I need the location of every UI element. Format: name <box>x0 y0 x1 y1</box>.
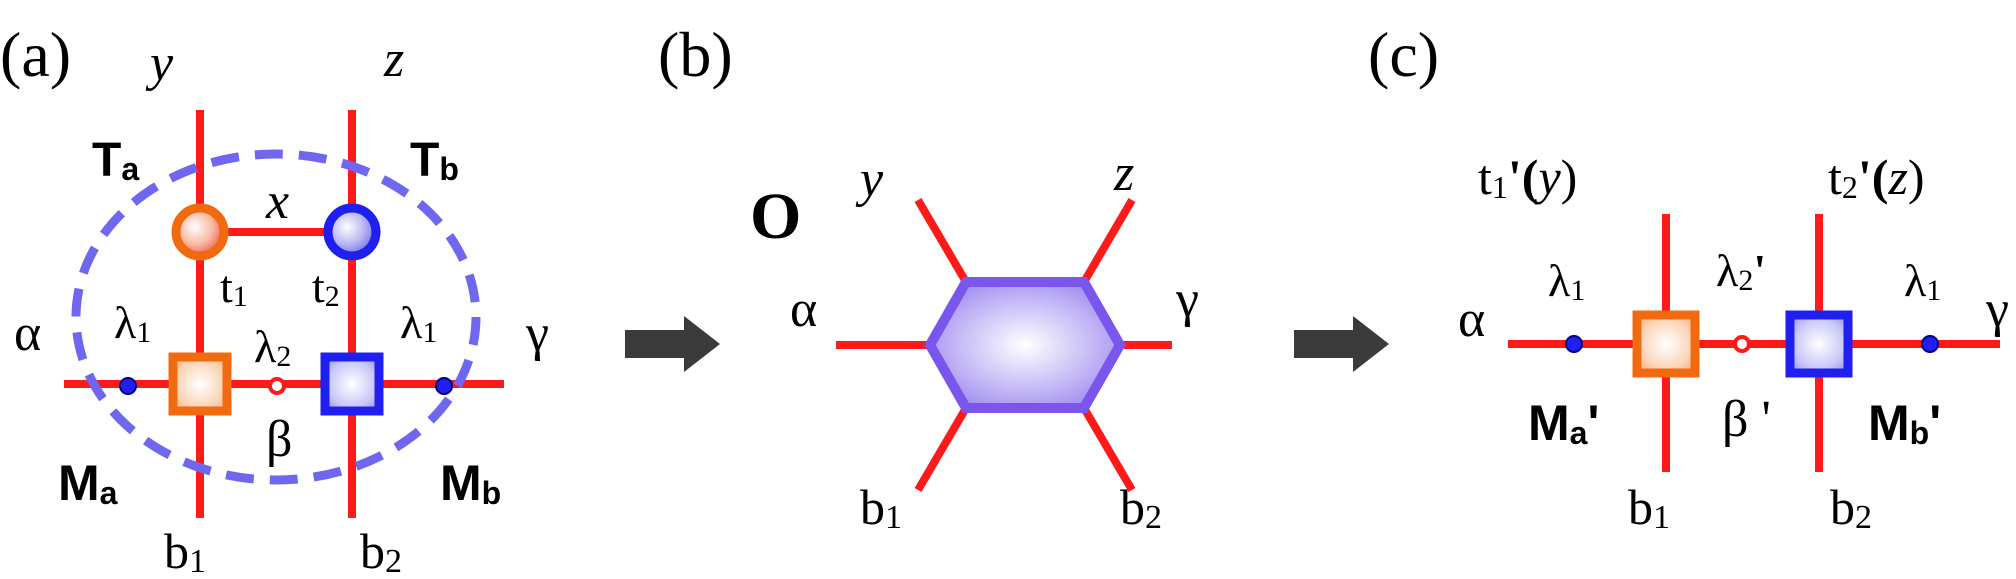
tensor-ta-circle <box>171 203 229 261</box>
label-ta: Ta <box>92 134 139 187</box>
label-lambda1-right: λ1 <box>1904 255 1941 307</box>
tensor-mb-prime-square <box>1785 310 1853 378</box>
lambda2-dot <box>1733 335 1751 353</box>
label-y: y <box>145 35 174 92</box>
label-z: z <box>1113 145 1134 202</box>
label-tb: Tb <box>410 134 459 187</box>
label-lambda1-right: λ1 <box>400 297 437 349</box>
label-lambda2-prime: λ2' <box>1716 245 1766 297</box>
panel-c: (c) t1'(y) t2'(z) α γ λ1 λ2' λ1 β ' <box>1368 19 2009 536</box>
label-t1-prime-y: t1'(y) <box>1478 149 1577 205</box>
label-t1: t1 <box>220 261 248 313</box>
label-mb: Mb <box>440 455 501 511</box>
label-alpha: α <box>790 281 817 338</box>
label-t2-prime-z: t2'(z) <box>1828 149 1925 205</box>
lambda1-right-dot <box>435 377 453 395</box>
leg-b2 <box>1080 405 1136 493</box>
label-b2: b2 <box>1120 479 1162 536</box>
arrow-b-to-c <box>1294 316 1389 372</box>
panel-a-tag: (a) <box>0 19 71 90</box>
tensor-mb-square <box>320 352 384 416</box>
label-z: z <box>383 31 404 88</box>
label-x: x <box>265 173 289 230</box>
tensor-tb-circle <box>323 203 381 261</box>
label-t2: t2 <box>312 261 340 313</box>
tensor-ma-square <box>168 352 232 416</box>
panel-b-tag: (b) <box>658 19 733 90</box>
label-gamma: γ <box>1985 281 2009 338</box>
label-alpha: α <box>1458 291 1485 348</box>
label-o: O <box>750 180 801 253</box>
lambda1-left-dot <box>1565 335 1583 353</box>
label-y: y <box>855 151 884 208</box>
label-ma: Ma <box>58 455 118 511</box>
lambda2-dot <box>268 377 286 395</box>
label-beta-prime: β ' <box>1722 391 1771 448</box>
label-b1: b1 <box>164 523 206 579</box>
label-lambda1-left: λ1 <box>114 297 151 349</box>
label-alpha: α <box>14 305 41 362</box>
panel-c-tag: (c) <box>1368 19 1439 90</box>
leg-b1 <box>914 405 970 493</box>
panel-b: (b) O y z α γ b1 b2 <box>658 19 1199 536</box>
arrow-a-to-b <box>625 316 720 372</box>
label-gamma: γ <box>525 305 549 362</box>
label-beta: β <box>266 411 292 468</box>
label-mb-prime: Mb' <box>1868 395 1941 451</box>
contraction-boundary-ellipse <box>71 149 481 485</box>
leg-z <box>1080 197 1136 285</box>
label-ma-prime: Ma' <box>1528 395 1599 451</box>
panel-a: (a) y z Ta Tb x t1 <box>0 19 549 579</box>
lambda1-right-dot <box>1921 335 1939 353</box>
label-lambda1-left: λ1 <box>1548 255 1585 307</box>
leg-y <box>914 197 970 285</box>
label-b2: b2 <box>360 523 402 579</box>
tensor-ma-prime-square <box>1632 310 1700 378</box>
label-b2: b2 <box>1830 479 1872 536</box>
label-gamma: γ <box>1175 271 1199 328</box>
label-b1: b1 <box>1628 479 1670 536</box>
tensor-o-hexagon <box>924 277 1126 413</box>
label-lambda2: λ2 <box>254 321 291 373</box>
lambda1-left-dot <box>119 377 137 395</box>
panel-b-bonds <box>836 197 1172 493</box>
label-b1: b1 <box>860 479 902 536</box>
